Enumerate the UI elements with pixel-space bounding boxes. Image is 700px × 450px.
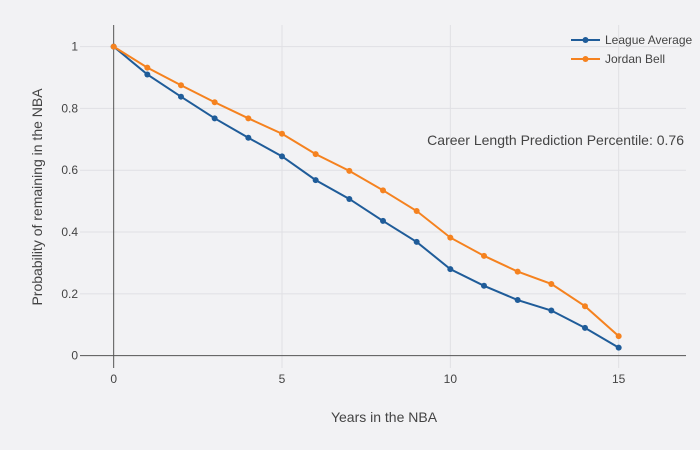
data-point [346, 167, 353, 174]
legend[interactable]: League Average Jordan Bell [571, 33, 693, 66]
data-point [312, 151, 319, 158]
x-tick-label: 15 [612, 372, 626, 386]
x-tick-label: 5 [279, 372, 286, 386]
series-line [113, 45, 620, 337]
data-point [447, 266, 454, 273]
data-point [413, 238, 420, 245]
data-point [346, 195, 353, 202]
data-point [548, 280, 555, 287]
y-tick-label: 0.8 [61, 101, 78, 115]
y-tick-label: 0.4 [61, 225, 78, 239]
data-point [245, 115, 252, 122]
data-point [144, 71, 151, 78]
data-point [312, 177, 319, 184]
legend-label: Jordan Bell [605, 52, 665, 66]
data-point [548, 307, 555, 314]
data-point [514, 297, 521, 304]
y-axis-title: Probability of remaining in the NBA [29, 88, 45, 306]
grid [80, 25, 686, 368]
data-point [413, 208, 420, 215]
data-point [211, 115, 218, 122]
data-point [481, 282, 487, 289]
data-point [380, 187, 386, 194]
legend-swatch-marker [582, 37, 589, 43]
data-point [211, 99, 218, 106]
data-point [245, 134, 252, 141]
series-line [113, 45, 620, 349]
data-point [380, 217, 386, 224]
data-point [178, 93, 184, 100]
y-tick-label: 0 [71, 349, 78, 363]
data-point [178, 82, 184, 89]
data-point [110, 43, 117, 50]
tick-labels: 00.20.40.60.810 5 10 15 [61, 40, 625, 386]
series-group [110, 43, 622, 351]
data-point [582, 303, 588, 310]
data-point [279, 130, 285, 137]
x-axis-title: Years in the NBA [331, 409, 438, 425]
data-point [514, 268, 521, 275]
x-tick-label: 10 [444, 372, 458, 386]
annotation-text: Career Length Prediction Percentile: 0.7… [427, 132, 684, 148]
data-point [615, 333, 622, 340]
data-point [447, 234, 454, 241]
y-tick-label: 1 [71, 40, 78, 54]
data-point [615, 344, 622, 351]
axes [80, 25, 686, 368]
data-point [144, 64, 151, 71]
legend-label: League Average [605, 33, 693, 47]
data-point [582, 324, 588, 331]
y-tick-label: 0.2 [61, 287, 78, 301]
data-point [279, 153, 285, 160]
legend-swatch-marker [582, 56, 589, 62]
data-point [481, 252, 487, 259]
y-tick-label: 0.6 [61, 163, 78, 177]
x-tick-label: 0 [110, 372, 117, 386]
